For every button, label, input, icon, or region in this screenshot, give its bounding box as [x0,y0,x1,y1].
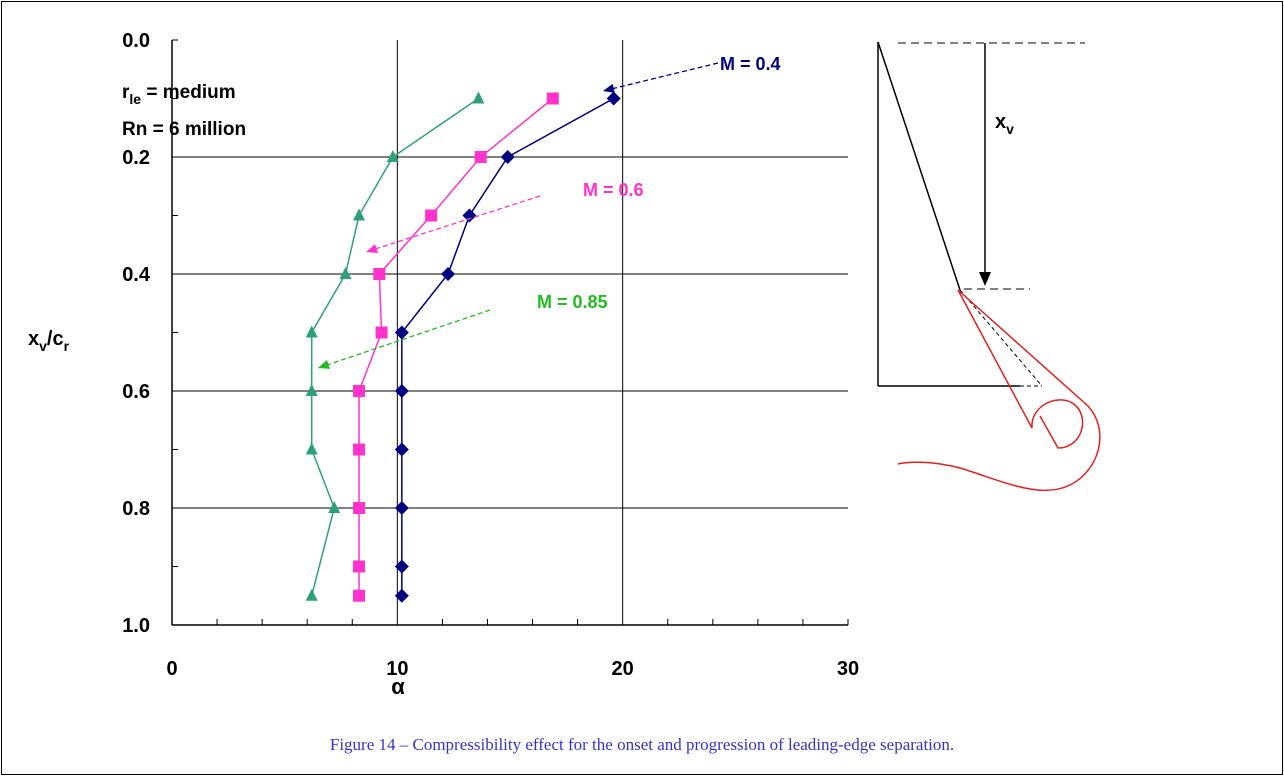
diagram-label: xv [995,111,1014,137]
point [394,501,409,515]
annotation: Rn = 6 million [122,119,246,140]
point [546,92,559,105]
point [328,501,341,513]
label-arrow [317,309,491,369]
point [373,268,386,280]
point [353,502,366,514]
label-arrowhead [603,83,615,93]
annotation: rle = medium [122,82,236,107]
point [394,588,409,603]
series-label: M = 0.85 [537,292,608,312]
point [394,442,409,457]
diagram: xv [877,41,1101,492]
point [305,442,318,455]
series-line [358,97,554,596]
y-tick-label: 0.6 [122,381,150,403]
point [353,208,366,221]
series-label: M = 0.4 [720,54,781,74]
vortex [897,405,1101,492]
point [394,384,409,398]
diagram-line [877,41,961,291]
vortex [1031,399,1084,449]
point [441,267,456,281]
point [386,150,399,162]
diagram-dashed [959,289,1043,387]
point [472,91,485,104]
label-arrowhead [366,244,378,254]
vortex [957,289,1089,429]
point [500,150,515,164]
point [375,326,388,339]
point [353,385,366,397]
y-tick-label: 1.0 [122,615,150,637]
point [394,325,409,340]
label-arrow [602,62,719,92]
point [474,151,487,163]
series-line [401,97,615,596]
label-arrowhead [318,360,330,369]
y-tick-label: 0.0 [122,30,150,52]
x-tick-label: 30 [837,658,859,680]
y-tick-label: 0.4 [122,264,151,286]
series-label: M = 0.6 [583,180,644,200]
diagram-arrowhead [979,272,991,286]
x-axis-label: α [391,674,405,699]
point [305,325,318,338]
point [305,588,318,601]
caption: Figure 14 – Compressibility effect for t… [330,735,954,754]
point [353,560,366,573]
point [305,384,318,396]
label-arrow [365,195,541,253]
y-tick-label: 0.2 [122,147,150,169]
y-axis-label: xv/cr [28,328,70,354]
x-tick-label: 0 [166,658,177,680]
x-tick-label: 10 [386,658,408,680]
point [425,209,438,222]
point [462,208,477,223]
y-tick-label: 0.8 [122,498,150,520]
x-tick-label: 20 [612,658,634,680]
point [353,589,366,602]
point [606,91,621,106]
point [394,559,409,574]
point [353,443,366,456]
point [339,267,352,279]
